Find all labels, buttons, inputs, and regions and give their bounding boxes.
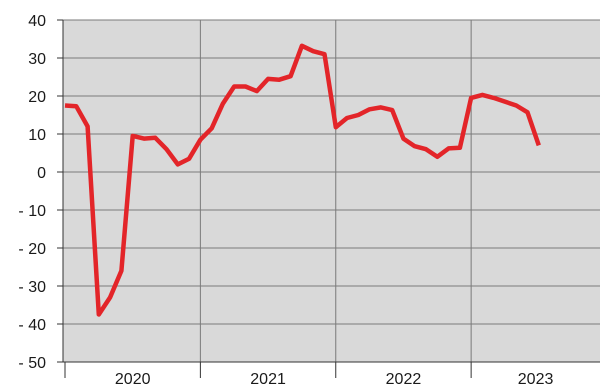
x-tick-label: 2022 bbox=[386, 371, 422, 388]
x-tick-label: 2020 bbox=[115, 371, 151, 388]
y-tick-label: - 30 bbox=[18, 279, 46, 296]
y-tick-label: 20 bbox=[28, 89, 46, 106]
series-line bbox=[64, 43, 541, 317]
y-tick-label: - 50 bbox=[18, 355, 46, 372]
axes bbox=[57, 19, 600, 378]
plot-area bbox=[63, 20, 600, 362]
y-tick-label: - 40 bbox=[18, 317, 46, 334]
y-tick-label: 0 bbox=[37, 165, 46, 182]
x-axis-tick-labels: 2020 2021 2022 2023 bbox=[115, 371, 554, 388]
series-group bbox=[64, 43, 541, 317]
grid-lines bbox=[63, 19, 600, 362]
x-tick-label: 2021 bbox=[250, 371, 286, 388]
x-tick-label: 2023 bbox=[518, 371, 554, 388]
y-tick-label: - 20 bbox=[18, 241, 46, 258]
y-tick-label: 10 bbox=[28, 127, 46, 144]
y-tick-label: 40 bbox=[28, 13, 46, 30]
y-axis-tick-labels: 40 30 20 10 0 - 10 - 20 - 30 - 40 - 50 bbox=[18, 13, 46, 372]
y-tick-label: 30 bbox=[28, 51, 46, 68]
y-tick-label: - 10 bbox=[18, 203, 46, 220]
